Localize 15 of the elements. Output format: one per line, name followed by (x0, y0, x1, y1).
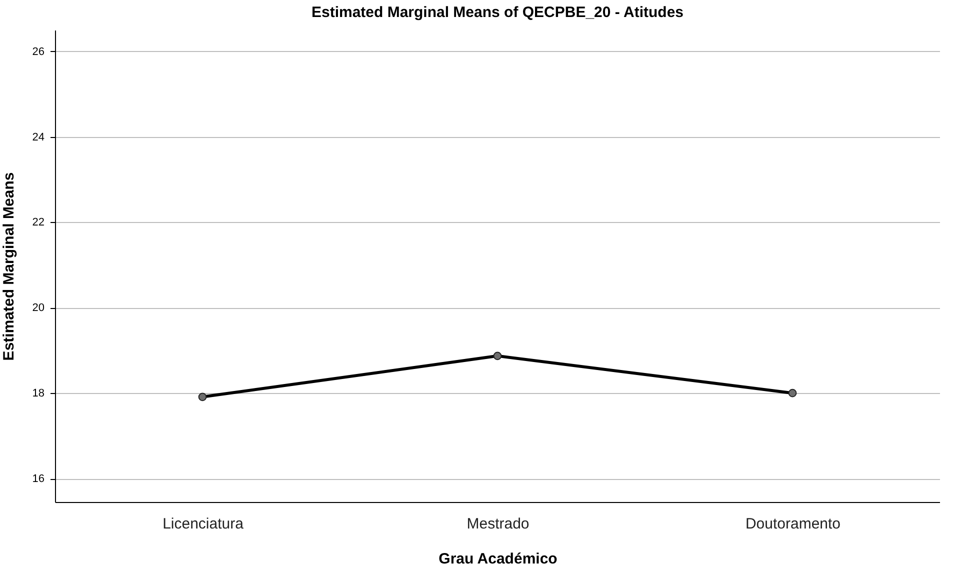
x-tick-label: Doutoramento (745, 516, 841, 532)
point (788, 388, 797, 398)
x-axis-title: Grau Académico (438, 550, 558, 568)
point (493, 352, 502, 360)
x-tick-label: Licenciatura (162, 516, 244, 532)
y-tick-label: 16 (32, 473, 44, 486)
y-tick-label: 20 (32, 302, 44, 314)
y-tick-label: 24 (32, 131, 44, 144)
x-tick-label: Mestrado (466, 516, 530, 532)
y-axis-title: Estimated Marginal Means (0, 172, 18, 361)
point (198, 392, 207, 402)
y-tick-label: 18 (32, 388, 44, 400)
chart-title: Estimated Marginal Means of QECPBE_20 - Atitudes (311, 4, 684, 21)
y-tick-label: 22 (32, 216, 44, 229)
y-tick-label: 26 (32, 46, 44, 58)
